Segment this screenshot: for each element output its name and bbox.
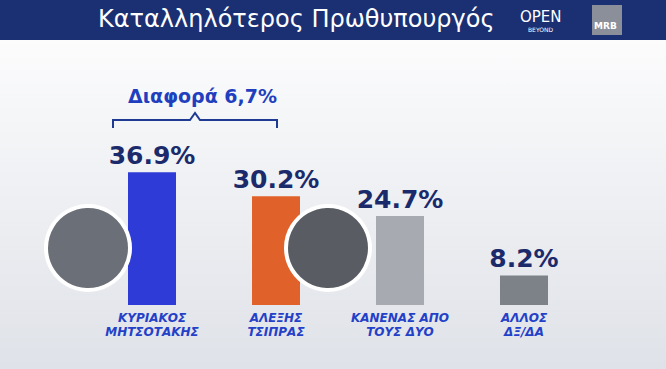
svg-text:ΑΛΕΞΗΣ: ΑΛΕΞΗΣ (249, 311, 303, 325)
svg-text:8.2%: 8.2% (489, 244, 558, 273)
svg-text:ΚΥΡΙΑΚΟΣ: ΚΥΡΙΑΚΟΣ (118, 311, 187, 325)
svg-text:ΑΛΛΟΣ: ΑΛΛΟΣ (500, 311, 548, 325)
svg-text:ΤΣΙΠΡΑΣ: ΤΣΙΠΡΑΣ (247, 325, 305, 339)
svg-text:BEYOND: BEYOND (528, 26, 553, 33)
svg-text:OPEN: OPEN (520, 8, 562, 26)
svg-text:ΜΗΤΣΟΤΑΚΗΣ: ΜΗΤΣΟΤΑΚΗΣ (105, 325, 199, 339)
svg-text:24.7%: 24.7% (357, 185, 444, 214)
svg-text:ΤΟΥΣ ΔΥΟ: ΤΟΥΣ ΔΥΟ (366, 325, 434, 339)
svg-text:Διαφορά 6,7%: Διαφορά 6,7% (128, 85, 277, 107)
svg-text:MRB: MRB (594, 21, 617, 31)
svg-text:ΔΞ/ΔΑ: ΔΞ/ΔΑ (503, 325, 544, 339)
svg-text:Καταλληλότερος Πρωθυπουργός: Καταλληλότερος Πρωθυπουργός (98, 5, 495, 33)
svg-text:30.2%: 30.2% (233, 165, 320, 194)
svg-text:36.9%: 36.9% (109, 141, 196, 170)
svg-text:ΚΑΝΕΝΑΣ ΑΠΟ: ΚΑΝΕΝΑΣ ΑΠΟ (351, 311, 449, 325)
